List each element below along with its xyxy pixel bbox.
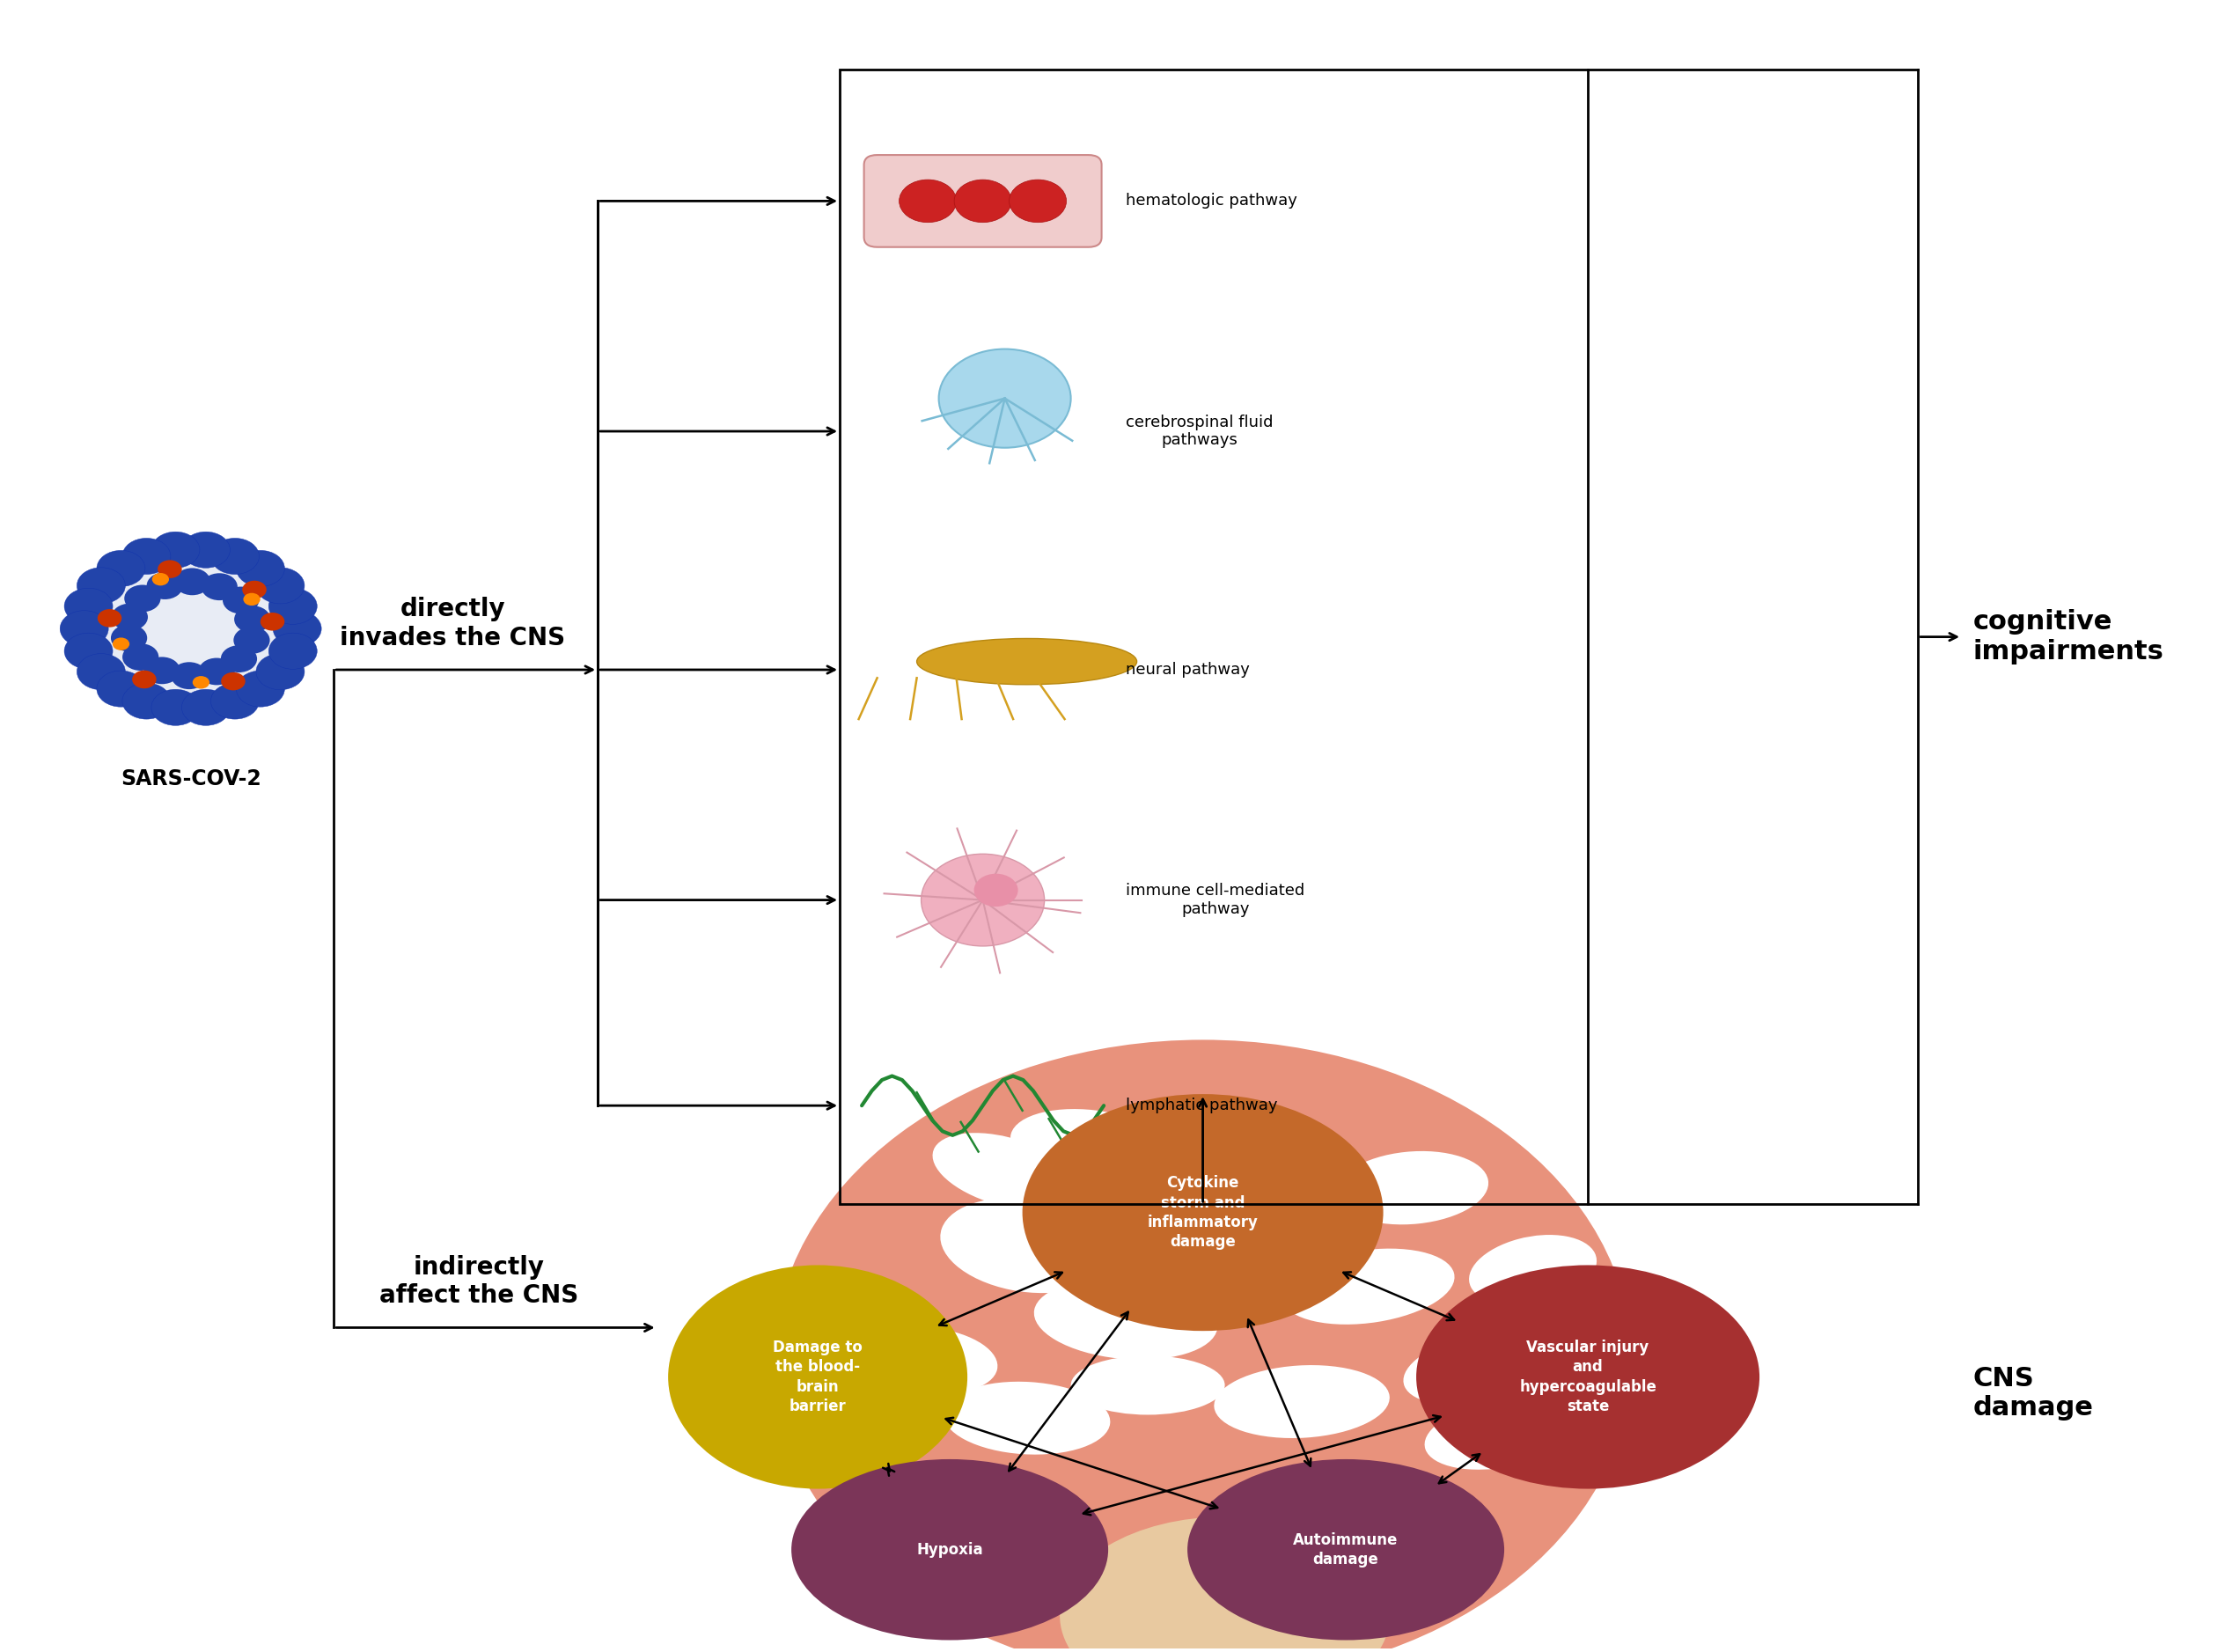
Circle shape xyxy=(222,646,257,672)
Text: SARS-COV-2: SARS-COV-2 xyxy=(120,768,262,790)
Circle shape xyxy=(222,586,260,615)
Circle shape xyxy=(111,603,149,631)
Text: immune cell-mediated
pathway: immune cell-mediated pathway xyxy=(1127,882,1304,917)
Text: indirectly
affect the CNS: indirectly affect the CNS xyxy=(379,1256,579,1308)
Circle shape xyxy=(124,585,160,611)
Text: Damage to
the blood-
brain
barrier: Damage to the blood- brain barrier xyxy=(772,1340,863,1414)
Circle shape xyxy=(193,676,208,689)
Ellipse shape xyxy=(858,1327,998,1394)
Circle shape xyxy=(244,593,260,606)
Text: cerebrospinal fluid
pathways: cerebrospinal fluid pathways xyxy=(1127,415,1273,448)
Ellipse shape xyxy=(1213,1365,1391,1439)
Text: Hypoxia: Hypoxia xyxy=(916,1541,983,1558)
Circle shape xyxy=(273,611,322,646)
Circle shape xyxy=(122,539,171,575)
Ellipse shape xyxy=(1060,1517,1391,1652)
Circle shape xyxy=(211,682,260,719)
Circle shape xyxy=(64,633,113,669)
Ellipse shape xyxy=(1282,1249,1455,1325)
Ellipse shape xyxy=(1034,1279,1218,1360)
Ellipse shape xyxy=(1468,1234,1597,1305)
Circle shape xyxy=(122,644,160,671)
Circle shape xyxy=(171,662,206,689)
Ellipse shape xyxy=(1142,1168,1309,1241)
Ellipse shape xyxy=(1011,1108,1176,1184)
Circle shape xyxy=(233,626,271,654)
Circle shape xyxy=(98,671,144,707)
Text: neural pathway: neural pathway xyxy=(1127,662,1249,677)
Ellipse shape xyxy=(792,1459,1109,1640)
Ellipse shape xyxy=(668,1265,967,1488)
Circle shape xyxy=(268,633,317,669)
Circle shape xyxy=(173,568,211,595)
Ellipse shape xyxy=(940,1198,1113,1294)
Ellipse shape xyxy=(1022,1094,1384,1332)
Ellipse shape xyxy=(916,639,1138,684)
Text: lymphatic pathway: lymphatic pathway xyxy=(1127,1097,1278,1113)
Circle shape xyxy=(98,550,144,586)
Bar xyxy=(841,69,1588,1204)
Circle shape xyxy=(144,657,180,684)
Circle shape xyxy=(133,671,155,689)
Text: CNS
damage: CNS damage xyxy=(1972,1366,2094,1421)
Circle shape xyxy=(69,539,313,719)
Circle shape xyxy=(938,349,1071,448)
Ellipse shape xyxy=(1404,1333,1553,1404)
Ellipse shape xyxy=(1417,1265,1759,1488)
Circle shape xyxy=(260,613,284,631)
Text: cognitive
impairments: cognitive impairments xyxy=(1972,610,2165,664)
Circle shape xyxy=(146,572,182,600)
Circle shape xyxy=(1009,180,1067,223)
Circle shape xyxy=(211,539,260,575)
Circle shape xyxy=(202,573,237,600)
Circle shape xyxy=(222,672,246,691)
Circle shape xyxy=(182,689,231,725)
Ellipse shape xyxy=(1109,1237,1275,1303)
Circle shape xyxy=(237,550,284,586)
Circle shape xyxy=(78,654,124,691)
Ellipse shape xyxy=(774,1039,1632,1652)
Circle shape xyxy=(151,532,200,568)
Text: hematologic pathway: hematologic pathway xyxy=(1127,193,1298,208)
Ellipse shape xyxy=(1187,1459,1504,1640)
Ellipse shape xyxy=(1424,1399,1575,1470)
Circle shape xyxy=(255,568,304,603)
Circle shape xyxy=(98,610,122,628)
Circle shape xyxy=(78,568,124,603)
Circle shape xyxy=(974,874,1018,907)
Ellipse shape xyxy=(932,1133,1078,1209)
Circle shape xyxy=(898,180,956,223)
Circle shape xyxy=(151,689,200,725)
Circle shape xyxy=(122,682,171,719)
Text: Cytokine
storm and
inflammatory
damage: Cytokine storm and inflammatory damage xyxy=(1147,1175,1258,1249)
Ellipse shape xyxy=(1335,1151,1488,1224)
Ellipse shape xyxy=(943,1381,1111,1454)
Circle shape xyxy=(197,657,235,686)
Circle shape xyxy=(64,588,113,624)
Circle shape xyxy=(60,611,109,646)
Circle shape xyxy=(920,854,1045,947)
Circle shape xyxy=(182,532,231,568)
Circle shape xyxy=(255,654,304,691)
Text: directly
invades the CNS: directly invades the CNS xyxy=(339,596,566,649)
Text: Autoimmune
damage: Autoimmune damage xyxy=(1293,1531,1397,1568)
FancyBboxPatch shape xyxy=(865,155,1102,248)
Circle shape xyxy=(242,580,266,598)
Circle shape xyxy=(153,573,169,585)
Circle shape xyxy=(113,638,129,651)
Circle shape xyxy=(235,606,271,633)
Text: Vascular injury
and
hypercoagulable
state: Vascular injury and hypercoagulable stat… xyxy=(1519,1340,1657,1414)
Circle shape xyxy=(268,588,317,624)
Ellipse shape xyxy=(1071,1356,1224,1414)
Circle shape xyxy=(237,671,284,707)
Circle shape xyxy=(111,624,146,651)
Circle shape xyxy=(157,560,182,578)
Circle shape xyxy=(954,180,1011,223)
